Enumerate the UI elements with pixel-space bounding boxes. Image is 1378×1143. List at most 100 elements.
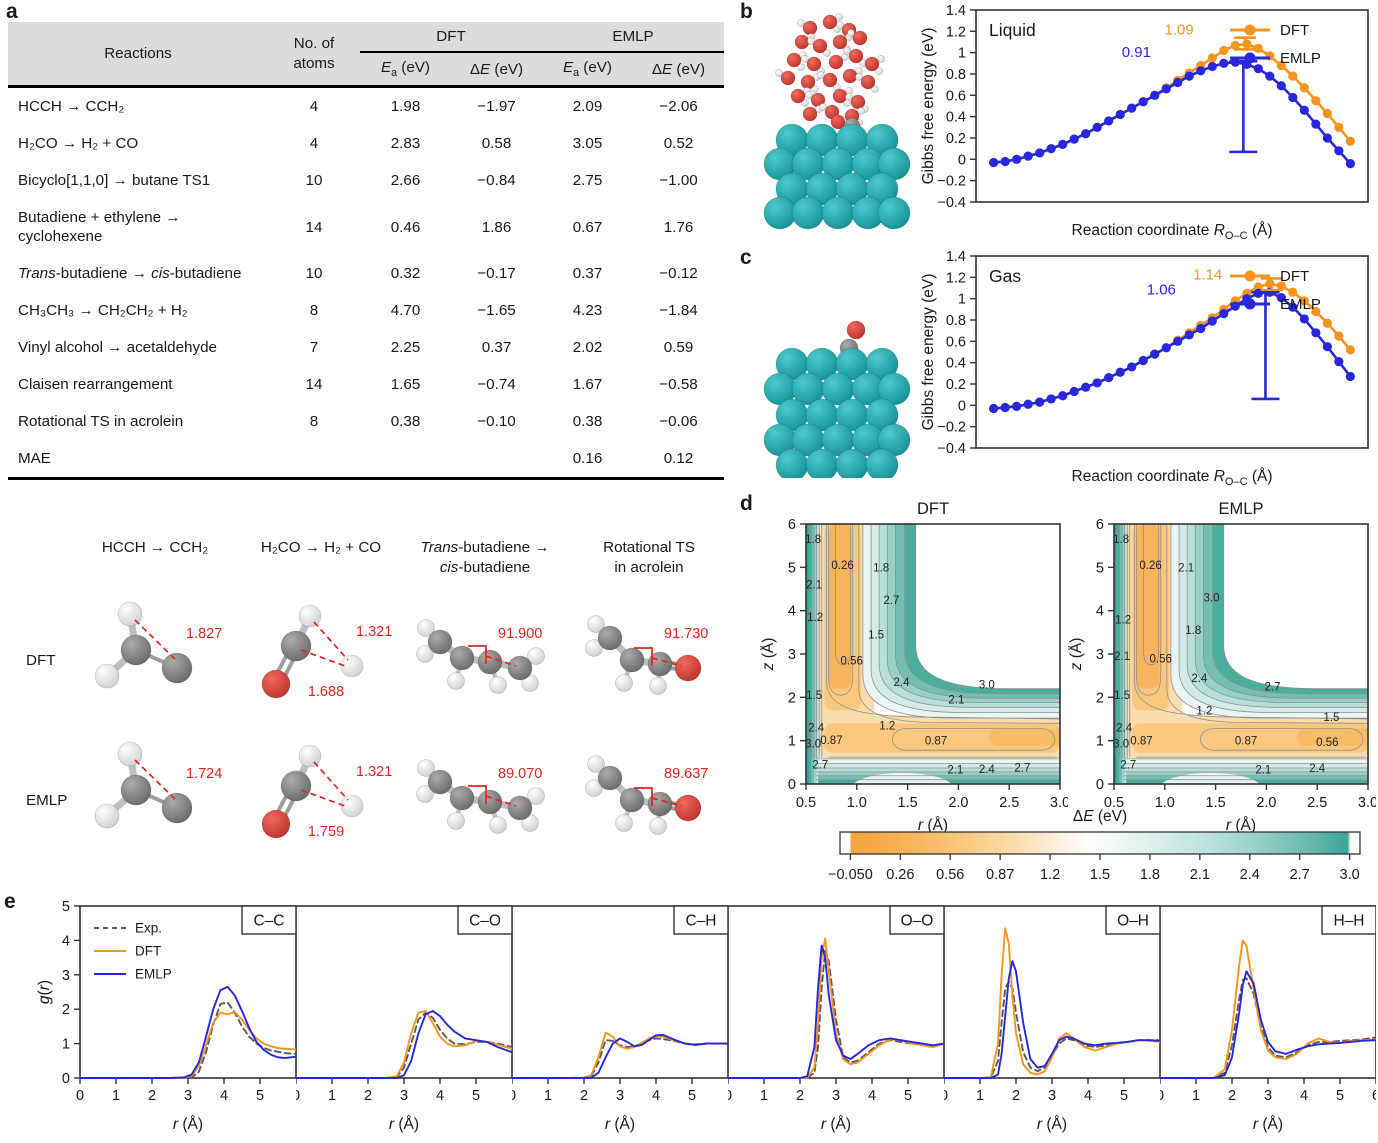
panel-b-label: b [740, 0, 753, 23]
svg-text:0.87: 0.87 [1235, 736, 1257, 748]
table-row: Butadiene + ethylene → cyclohexene 14 0.46… [8, 199, 724, 255]
svg-text:6: 6 [1372, 1088, 1376, 1104]
svg-text:1.2: 1.2 [807, 612, 823, 624]
svg-text:1.06: 1.06 [1147, 281, 1176, 298]
reaction-name-cell: H₂CO → H₂ + CO [18, 135, 139, 153]
table-row: MAE 0.16 0.12 [8, 440, 724, 481]
reaction-name-cell: Rotational TS in acrolein [18, 413, 184, 431]
svg-text:2.4: 2.4 [894, 677, 911, 689]
value-cell: 0.38 [572, 413, 603, 431]
svg-text:0.4: 0.4 [946, 356, 966, 372]
dft-molecule-2: 91.900 [410, 586, 560, 726]
svg-text:5: 5 [1096, 560, 1104, 576]
contour-emlp-chart: EMLP 1.8 0.26 2.1 3.0 1.2 1.8 2.1 0.56 2.4 2.7 1.5 1… [1068, 498, 1378, 843]
contour-dft-chart: DFT 1.8 0.26 1.8 2.1 2.7 1.2 1.5 0.56 2.4 3.0 1.5 2.… [760, 498, 1070, 843]
value-cell: −1.65 [477, 302, 516, 320]
value-cell: 1.98 [390, 98, 421, 116]
value-cell: 0.67 [572, 218, 603, 236]
value-cell [360, 440, 451, 481]
svg-text:z (Å): z (Å) [760, 638, 777, 672]
value-cell: −0.74 [477, 376, 516, 394]
svg-text:1.5: 1.5 [806, 690, 822, 702]
svg-text:C–O: C–O [469, 913, 501, 930]
svg-text:2.1: 2.1 [947, 765, 963, 777]
svg-text:89.637: 89.637 [664, 766, 708, 782]
table-row: Vinyl alcohol → acetaldehyde 7 2.25 0.37 2.0… [8, 329, 724, 366]
value-cell: 2.02 [572, 339, 603, 357]
svg-text:1: 1 [976, 1088, 984, 1104]
svg-text:1: 1 [328, 1088, 336, 1104]
svg-text:1.4: 1.4 [946, 250, 966, 265]
svg-text:1.09: 1.09 [1165, 22, 1194, 39]
svg-text:0.56: 0.56 [936, 867, 964, 883]
value-cell: 4 [309, 98, 319, 116]
svg-text:2.7: 2.7 [883, 595, 899, 607]
svg-text:H–H: H–H [1333, 913, 1364, 930]
svg-text:1.724: 1.724 [186, 766, 222, 782]
reaction-name-cell: Claisen rearrangement [18, 376, 173, 394]
value-cell: 0.59 [663, 339, 694, 357]
table-header: Reactions No. of atoms DFT EMLP Ea (eV) Δ… [8, 22, 724, 89]
svg-text:1.4: 1.4 [946, 4, 966, 19]
svg-text:1: 1 [760, 1088, 768, 1104]
svg-text:0.87: 0.87 [925, 736, 947, 748]
svg-text:1.5: 1.5 [1090, 867, 1110, 883]
value-cell: 0.32 [390, 265, 421, 283]
dft-molecule-0: 1.827 [80, 586, 230, 726]
colorbar: ΔE (eV) −0.050 0.26 0.56 0.87 1.2 1.5 1.8 2.1 2.4… [822, 806, 1378, 897]
svg-text:2: 2 [364, 1088, 372, 1104]
molecule-col-header: Trans-butadiene → cis-butadiene [420, 539, 550, 576]
svg-text:0.6: 0.6 [946, 88, 966, 104]
svg-text:DFT: DFT [1280, 22, 1309, 39]
svg-text:4: 4 [1300, 1088, 1308, 1104]
svg-text:4: 4 [1096, 604, 1104, 620]
svg-text:0.8: 0.8 [946, 67, 966, 83]
emlp-molecule-2: 89.070 [410, 726, 560, 866]
value-cell: −1.84 [659, 302, 698, 320]
value-cell: 4 [309, 135, 319, 153]
svg-text:1: 1 [1096, 734, 1104, 750]
col-group-emlp: EMLP [542, 22, 724, 53]
rdf-subplot-C–O: 0 1 2 3 4 5 r (Å) C–O [291, 896, 513, 1141]
panel-a-label: a [6, 0, 18, 23]
svg-text:2: 2 [1012, 1088, 1020, 1104]
svg-text:5: 5 [472, 1088, 480, 1104]
svg-text:1.2: 1.2 [1115, 614, 1131, 626]
reaction-name-cell: Trans-butadiene → cis-butadiene [18, 265, 242, 283]
svg-text:2.7: 2.7 [1014, 763, 1030, 775]
svg-text:5: 5 [688, 1088, 696, 1104]
table-row: CH₃CH₃ → CH₂CH₂ + H₂ 8 4.70 −1.65 4.23 −1.84 [8, 292, 724, 329]
svg-text:2.4: 2.4 [1240, 867, 1260, 883]
svg-text:89.070: 89.070 [498, 766, 542, 782]
value-cell: −0.12 [659, 265, 698, 283]
svg-text:91.730: 91.730 [664, 626, 708, 642]
svg-text:5: 5 [256, 1088, 264, 1104]
molecule-col-header: HCCH → CCH₂ [101, 539, 209, 556]
svg-text:EMLP: EMLP [1280, 50, 1321, 67]
svg-text:Liquid: Liquid [989, 20, 1036, 40]
svg-text:2: 2 [1228, 1088, 1236, 1104]
emlp-molecule-0: 1.724 [80, 726, 230, 866]
value-cell: 1.86 [481, 218, 512, 236]
molecule-comparison-grid: HCCH → CCH₂ H₂CO → H₂ + CO Trans-butadiene… [8, 534, 724, 884]
svg-text:1.2: 1.2 [946, 24, 966, 40]
svg-text:Gibbs free energy (eV): Gibbs free energy (eV) [920, 28, 937, 185]
svg-text:1: 1 [544, 1088, 552, 1104]
svg-text:2.1: 2.1 [1178, 562, 1194, 574]
svg-text:0.5: 0.5 [796, 795, 816, 811]
svg-text:2.0: 2.0 [1256, 795, 1276, 811]
svg-text:0.87: 0.87 [820, 735, 842, 747]
value-cell: −0.17 [477, 265, 516, 283]
col-header-de-emlp: ΔE (eV) [633, 52, 724, 89]
svg-text:−0.4: −0.4 [937, 441, 966, 457]
svg-text:2.4: 2.4 [808, 723, 825, 735]
svg-text:O–H: O–H [1117, 913, 1149, 930]
svg-text:2.7: 2.7 [1120, 760, 1136, 772]
svg-text:0: 0 [728, 1088, 732, 1104]
svg-text:0: 0 [788, 777, 796, 793]
svg-text:1.8: 1.8 [805, 534, 821, 546]
svg-text:0.26: 0.26 [831, 560, 853, 572]
svg-text:3: 3 [788, 647, 796, 663]
value-cell: 0.12 [633, 440, 724, 481]
